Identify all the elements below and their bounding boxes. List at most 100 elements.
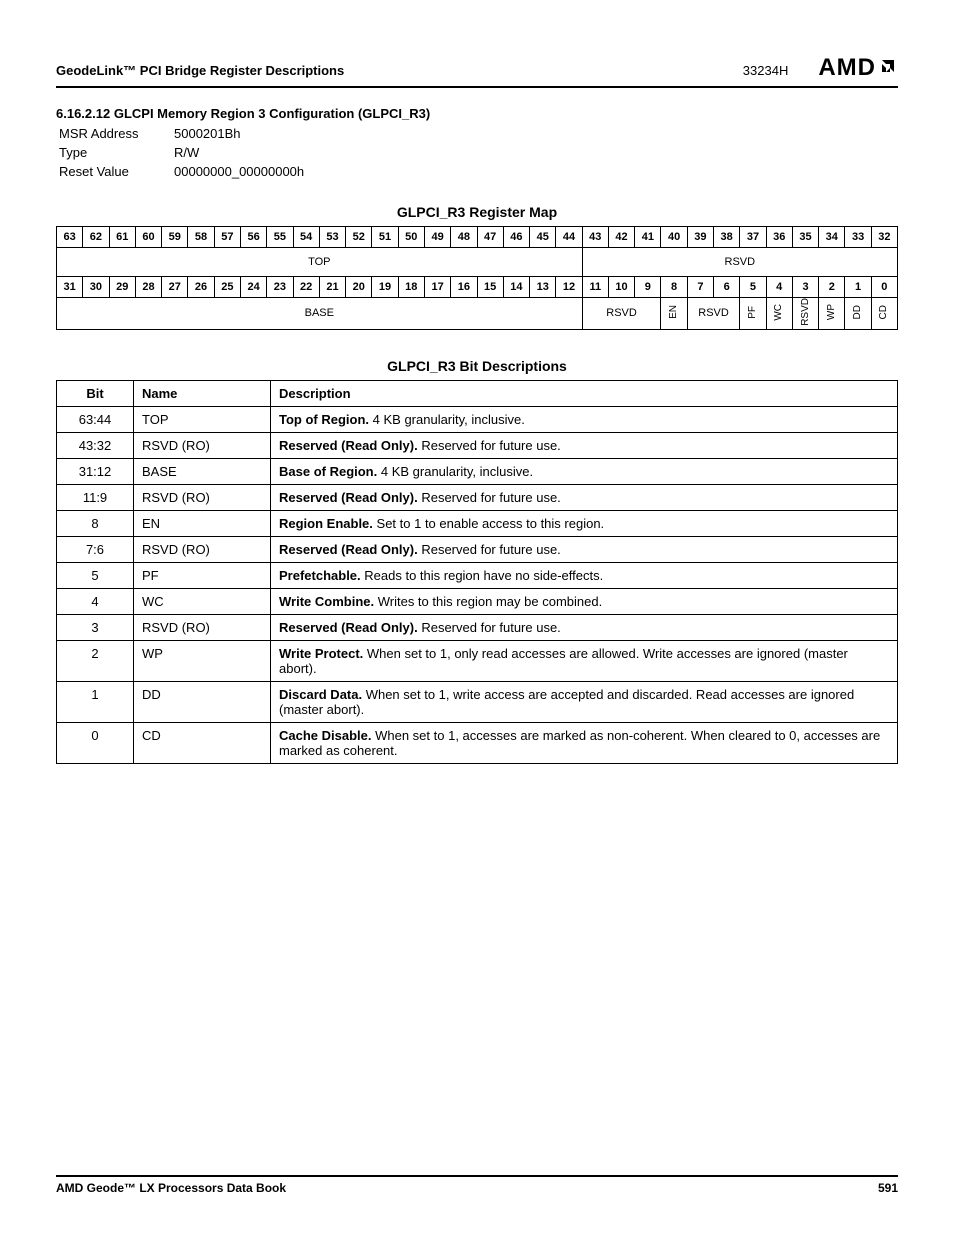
regmap-bit-cell: 54 xyxy=(293,227,319,248)
cell-bit: 2 xyxy=(57,640,134,681)
cell-name: RSVD (RO) xyxy=(134,614,271,640)
regmap-bit-cell: 46 xyxy=(503,227,529,248)
regmap-bit-cell: 24 xyxy=(240,277,266,298)
regmap-bit-cell: 4 xyxy=(766,277,792,298)
regmap-bit-cell: 2 xyxy=(819,277,845,298)
page-footer: AMD Geode™ LX Processors Data Book 591 xyxy=(56,1175,898,1195)
regmap-row-fields-hi: TOPRSVD xyxy=(57,248,898,277)
cell-bit: 63:44 xyxy=(57,406,134,432)
regmap-bit-cell: 50 xyxy=(398,227,424,248)
regmap-field-cell: RSVD xyxy=(582,248,897,277)
meta-addr-value: 5000201Bh xyxy=(173,125,305,142)
cell-desc: Reserved (Read Only). Reserved for futur… xyxy=(271,484,898,510)
regmap-bit-cell: 62 xyxy=(83,227,109,248)
cell-desc: Reserved (Read Only). Reserved for futur… xyxy=(271,614,898,640)
regmap-bit-cell: 60 xyxy=(135,227,161,248)
table-row: 4WCWrite Combine. Writes to this region … xyxy=(57,588,898,614)
regmap-field-cell: RSVD xyxy=(687,298,740,330)
cell-desc: Region Enable. Set to 1 to enable access… xyxy=(271,510,898,536)
regmap-bit-cell: 29 xyxy=(109,277,135,298)
regmap-bit-cell: 13 xyxy=(530,277,556,298)
table-row: 1DDDiscard Data. When set to 1, write ac… xyxy=(57,681,898,722)
regmap-bit-cell: 34 xyxy=(819,227,845,248)
cell-bit: 1 xyxy=(57,681,134,722)
cell-desc: Top of Region. 4 KB granularity, inclusi… xyxy=(271,406,898,432)
regmap-bit-cell: 32 xyxy=(871,227,897,248)
regmap-bit-cell: 5 xyxy=(740,277,766,298)
regmap-bit-cell: 26 xyxy=(188,277,214,298)
cell-bit: 7:6 xyxy=(57,536,134,562)
regmap-bit-cell: 21 xyxy=(319,277,345,298)
regmap-bit-cell: 40 xyxy=(661,227,687,248)
cell-name: EN xyxy=(134,510,271,536)
cell-desc: Cache Disable. When set to 1, accesses a… xyxy=(271,722,898,763)
regmap-bit-cell: 0 xyxy=(871,277,897,298)
th-name: Name xyxy=(134,380,271,406)
regmap-bit-cell: 8 xyxy=(661,277,687,298)
table-row: 8ENRegion Enable. Set to 1 to enable acc… xyxy=(57,510,898,536)
table-row: 2WPWrite Protect. When set to 1, only re… xyxy=(57,640,898,681)
regmap-bit-cell: 43 xyxy=(582,227,608,248)
regmap-bit-cell: 58 xyxy=(188,227,214,248)
regmap-bit-cell: 9 xyxy=(635,277,661,298)
regmap-bit-cell: 36 xyxy=(766,227,792,248)
cell-name: DD xyxy=(134,681,271,722)
meta-reset-label: Reset Value xyxy=(58,163,171,180)
footer-left: AMD Geode™ LX Processors Data Book xyxy=(56,1181,286,1195)
regmap-bit-cell: 57 xyxy=(214,227,240,248)
regmap-bit-cell: 6 xyxy=(714,277,740,298)
doc-number: 33234H xyxy=(743,63,789,78)
regmap-bit-cell: 1 xyxy=(845,277,871,298)
regmap-bit-cell: 15 xyxy=(477,277,503,298)
regmap-bit-cell: 38 xyxy=(714,227,740,248)
regmap-row-fields-lo: BASERSVDENRSVDPFWCRSVDWPDDCD xyxy=(57,298,898,330)
regmap-bit-cell: 30 xyxy=(83,277,109,298)
regmap-bit-cell: 11 xyxy=(582,277,608,298)
regmap-bit-cell: 16 xyxy=(451,277,477,298)
regmap-row-bits-hi: 6362616059585756555453525150494847464544… xyxy=(57,227,898,248)
table-row: 31:12BASEBase of Region. 4 KB granularit… xyxy=(57,458,898,484)
register-map-table: 6362616059585756555453525150494847464544… xyxy=(56,226,898,330)
bitdesc-caption: GLPCI_R3 Bit Descriptions xyxy=(56,358,898,374)
table-row: 7:6RSVD (RO)Reserved (Read Only). Reserv… xyxy=(57,536,898,562)
regmap-bit-cell: 56 xyxy=(240,227,266,248)
amd-logo: AMD xyxy=(818,54,898,82)
cell-name: RSVD (RO) xyxy=(134,432,271,458)
regmap-bit-cell: 12 xyxy=(556,277,582,298)
header-right: 33234H AMD xyxy=(743,54,898,82)
regmap-bit-cell: 3 xyxy=(792,277,818,298)
meta-type-label: Type xyxy=(58,144,171,161)
regmap-bit-cell: 47 xyxy=(477,227,503,248)
regmap-bit-cell: 23 xyxy=(267,277,293,298)
regmap-bit-cell: 51 xyxy=(372,227,398,248)
cell-name: WC xyxy=(134,588,271,614)
regmap-field-cell: BASE xyxy=(57,298,583,330)
regmap-bit-cell: 49 xyxy=(424,227,450,248)
cell-desc: Discard Data. When set to 1, write acces… xyxy=(271,681,898,722)
cell-desc: Write Combine. Writes to this region may… xyxy=(271,588,898,614)
regmap-bit-cell: 35 xyxy=(792,227,818,248)
regmap-bit-cell: 14 xyxy=(503,277,529,298)
cell-desc: Prefetchable. Reads to this region have … xyxy=(271,562,898,588)
section-title: 6.16.2.12 GLCPI Memory Region 3 Configur… xyxy=(56,106,898,121)
meta-reset-value: 00000000_00000000h xyxy=(173,163,305,180)
regmap-bit-cell: 33 xyxy=(845,227,871,248)
cell-bit: 11:9 xyxy=(57,484,134,510)
regmap-field-cell: WC xyxy=(766,298,792,330)
regmap-bit-cell: 44 xyxy=(556,227,582,248)
logo-text: AMD xyxy=(818,54,876,82)
cell-desc: Base of Region. 4 KB granularity, inclus… xyxy=(271,458,898,484)
cell-bit: 0 xyxy=(57,722,134,763)
regmap-field-cell: TOP xyxy=(57,248,583,277)
cell-desc: Reserved (Read Only). Reserved for futur… xyxy=(271,432,898,458)
table-row: 63:44TOPTop of Region. 4 KB granularity,… xyxy=(57,406,898,432)
page-header: GeodeLink™ PCI Bridge Register Descripti… xyxy=(56,54,898,88)
regmap-bit-cell: 45 xyxy=(530,227,556,248)
regmap-bit-cell: 48 xyxy=(451,227,477,248)
table-row: 11:9RSVD (RO)Reserved (Read Only). Reser… xyxy=(57,484,898,510)
table-row: 43:32RSVD (RO)Reserved (Read Only). Rese… xyxy=(57,432,898,458)
cell-desc: Reserved (Read Only). Reserved for futur… xyxy=(271,536,898,562)
cell-bit: 5 xyxy=(57,562,134,588)
regmap-field-cell: EN xyxy=(661,298,687,330)
meta-addr-label: MSR Address xyxy=(58,125,171,142)
